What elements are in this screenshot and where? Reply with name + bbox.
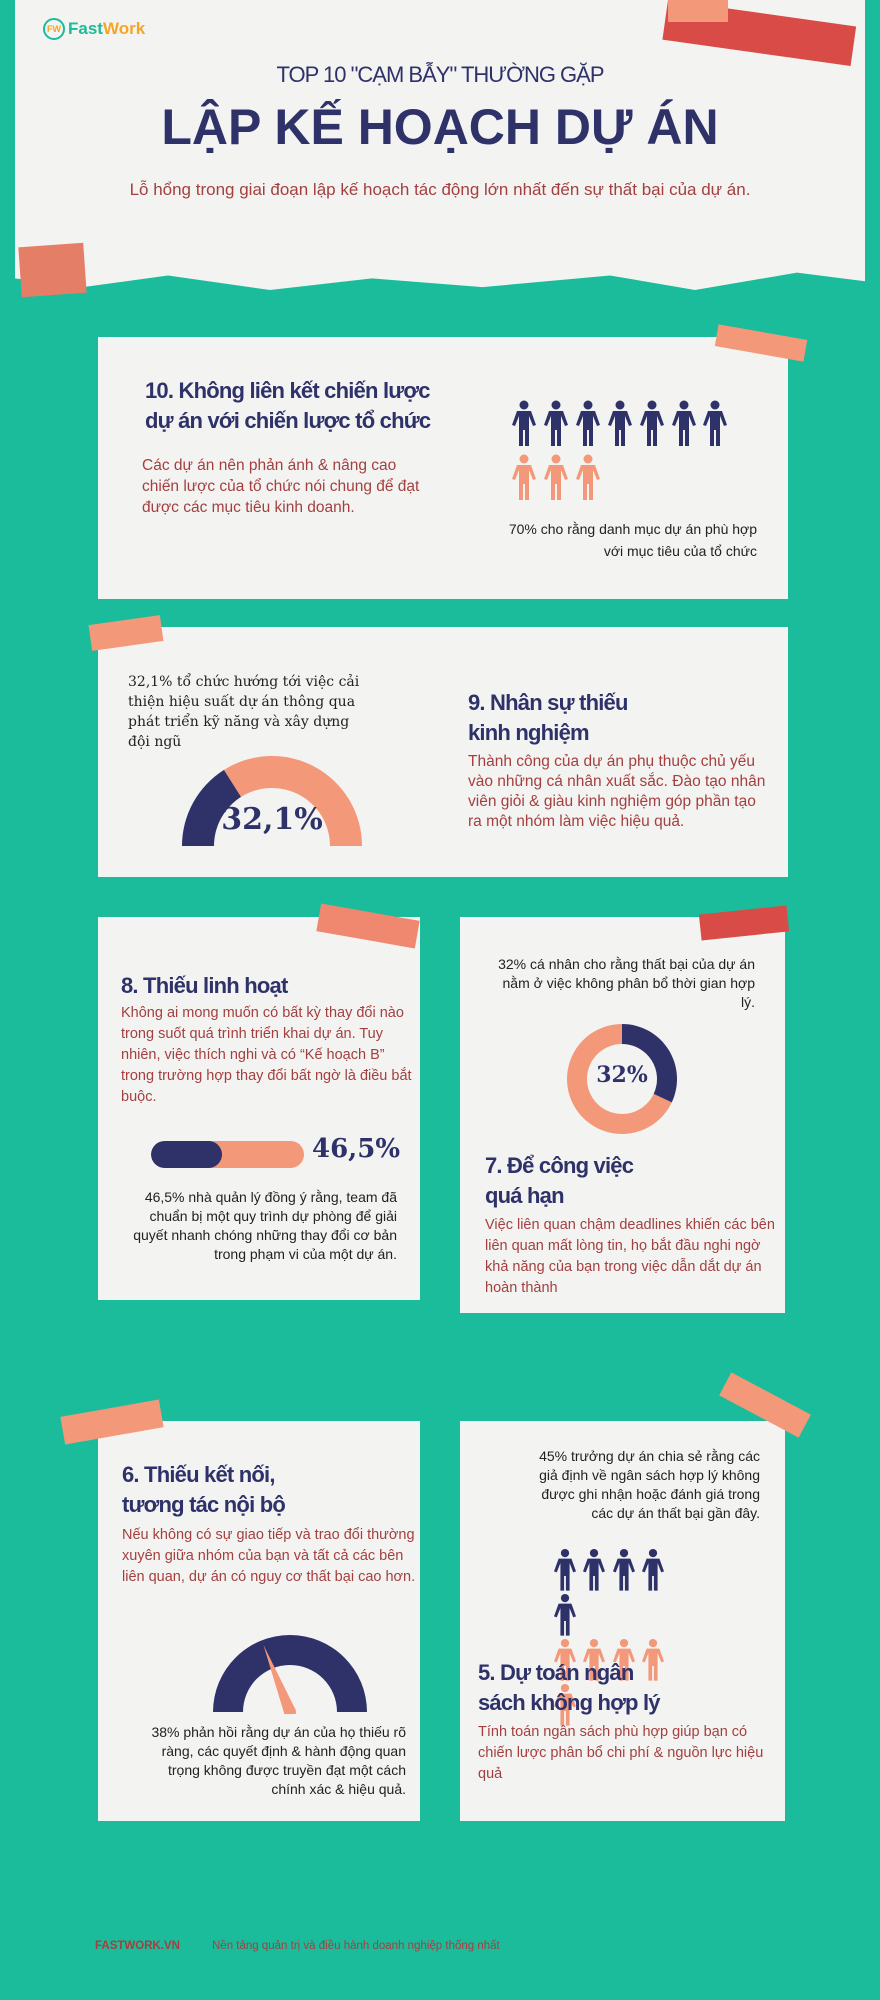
brand-logo[interactable]: FW Fast Work [43, 18, 145, 40]
decorative-tape [668, 0, 728, 22]
item-8-stat: 46,5% nhà quản lý đồng ý rằng, team đã c… [133, 1189, 397, 1262]
card-10 [98, 337, 788, 599]
item-9-stat: 32,1% tổ chức hướng tới việc cải thiện h… [128, 674, 360, 750]
item-9-title-2: kinh nghiệm [468, 720, 590, 745]
item-7-title-1: 7. Để công việc [485, 1153, 634, 1178]
gauge-needle [263, 1645, 296, 1714]
footer-site-link[interactable]: FASTWORK.VN [95, 1940, 180, 1952]
person-icon [671, 400, 696, 446]
logo-name-a: Fast [68, 19, 103, 38]
person-icon [554, 1593, 576, 1636]
item-6-title-1: 6. Thiếu kết nối, [122, 1462, 275, 1487]
item-8-title: 8. Thiếu linh hoạt [121, 973, 288, 998]
progress-bar-fill [151, 1141, 223, 1168]
donut-value: 32% [596, 1062, 648, 1088]
half-donut-value: 32,1% [221, 802, 323, 837]
person-icon [607, 400, 632, 446]
person-icon [612, 1638, 635, 1681]
item-8-desc: Không ai mong muốn có bất kỳ thay đổi nà… [121, 1005, 412, 1105]
header-panel [15, 0, 865, 290]
person-icon [543, 454, 568, 500]
progress-bar [151, 1141, 304, 1168]
person-icon [612, 1548, 635, 1591]
logo-mark: FW [43, 18, 65, 40]
person-icon [641, 1548, 664, 1591]
item-9-title-1: 9. Nhân sự thiếu [468, 690, 628, 715]
gauge-needle-hub [284, 1706, 296, 1714]
person-icon [554, 1548, 576, 1591]
item-5-desc: Tính toán ngân sách phù hợp giúp bạn có … [478, 1724, 764, 1782]
gauge-arc [213, 1635, 367, 1712]
item-6-title-2: tương tác nội bộ [122, 1492, 286, 1517]
half-donut-value-arc [182, 769, 242, 846]
person-icon [512, 400, 536, 446]
item-10-title-2: dự án với chiến lược tổ chức [145, 408, 431, 433]
half-donut-chart [182, 756, 362, 846]
item-7-title-2: quá hạn [485, 1183, 565, 1208]
person-icon [554, 1683, 576, 1726]
pictogram-5 [554, 1548, 694, 1728]
person-icon [543, 400, 568, 446]
card-5 [460, 1421, 785, 1821]
donut-value-arc [622, 1024, 677, 1103]
person-icon [512, 454, 536, 500]
person-icon [575, 454, 600, 500]
progress-value: 46,5% [312, 1134, 401, 1164]
header-subtitle: Lỗ hổng trong giai đoạn lập kế hoạch tác… [129, 180, 751, 199]
person-icon [639, 400, 664, 446]
person-icon [575, 400, 600, 446]
footer-tagline: Nền tảng quản trị và điều hành doanh ngh… [212, 1940, 500, 1952]
item-9-desc: Thành công của dự án phụ thuộc chủ yếu v… [468, 753, 766, 830]
person-icon [703, 400, 728, 446]
person-icon [583, 1638, 606, 1681]
item-6-desc: Nếu không có sự giao tiếp và trao đổi th… [122, 1527, 416, 1585]
logo-name-b: Work [102, 19, 146, 38]
person-icon [641, 1638, 664, 1681]
page-title: LẬP KẾ HOẠCH DỰ ÁN [161, 99, 719, 155]
half-donut-rest-arc [224, 756, 362, 846]
card-8 [98, 917, 420, 1300]
item-7-stat: 32% cá nhân cho rằng thất bại của dự án … [498, 956, 755, 1010]
donut-rest-arc [567, 1024, 672, 1134]
donut-chart [567, 1024, 677, 1134]
card-6 [98, 1421, 420, 1821]
item-5-title-2: sách không hợp lý [478, 1690, 661, 1715]
gauge-chart [213, 1635, 367, 1714]
header-kicker: TOP 10 "CẠM BẪY" THƯỜNG GẶP [276, 62, 604, 87]
item-5-title-1: 5. Dự toán ngân [478, 1660, 634, 1685]
item-10-stat: 70% cho rằng danh mục dự án phù hợp với … [508, 521, 757, 559]
item-10-desc: Các dự án nên phản ánh & nâng cao chiến … [142, 457, 420, 516]
item-6-stat: 38% phản hồi rằng dự án của họ thiếu rõ … [151, 1724, 406, 1797]
decorative-tape [18, 242, 87, 298]
item-5-stat: 45% trưởng dự án chia sẻ rằng các giả đị… [539, 1448, 760, 1521]
pictogram-10 [512, 397, 752, 505]
item-10-title-1: 10. Không liên kết chiến lược [145, 378, 430, 403]
person-icon [583, 1548, 606, 1591]
person-icon [554, 1638, 576, 1681]
item-7-desc: Việc liên quan chậm deadlines khiến các … [485, 1217, 775, 1296]
